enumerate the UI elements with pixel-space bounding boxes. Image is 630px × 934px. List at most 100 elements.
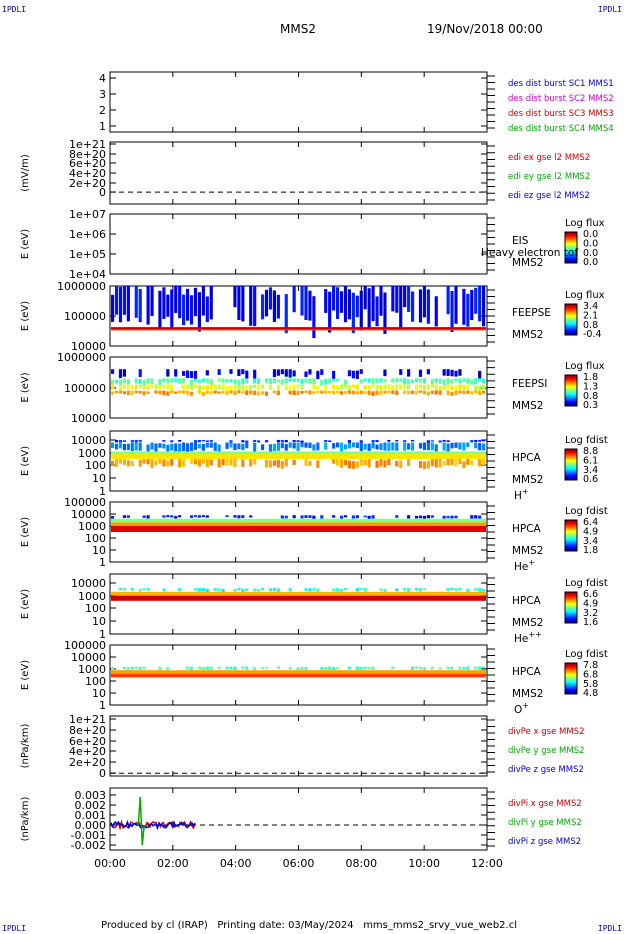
ytick-label: 2e+20 xyxy=(69,756,106,769)
panel-hpca_h xyxy=(109,430,578,492)
spectrogram-cell xyxy=(383,369,387,377)
spectrogram-cell xyxy=(233,515,237,518)
ytick-label: 1000 xyxy=(78,590,106,603)
spectrogram-cell xyxy=(454,459,458,467)
spectrogram-cell xyxy=(355,588,359,592)
spectrogram-cell xyxy=(426,369,430,375)
ytick-label: 10000 xyxy=(71,340,106,353)
spectrogram-cell xyxy=(268,384,273,390)
instrument-label: FEEPSE xyxy=(512,307,551,319)
spectrogram-cell xyxy=(201,515,205,518)
spectrogram-cell xyxy=(446,440,450,442)
spectrogram-cell xyxy=(130,666,134,670)
spectrogram-cell xyxy=(339,459,344,468)
ylabel-divpi: (nPa/km) xyxy=(20,797,31,842)
spectrogram-cell xyxy=(229,440,233,443)
spectrogram-cell xyxy=(462,288,466,325)
spectrogram-cell xyxy=(118,439,123,443)
xtick-label: 08:00 xyxy=(345,857,377,870)
spectrogram-cell xyxy=(138,459,142,467)
spectrogram-cell xyxy=(237,588,241,591)
colorbar-tick-label: 3.4 xyxy=(583,536,598,547)
spectrogram-cell xyxy=(422,442,426,451)
species-charge: + xyxy=(522,487,529,496)
spectrogram-cell xyxy=(118,286,123,323)
spectrogram-cell xyxy=(434,390,438,395)
spectrogram-cell xyxy=(189,442,194,452)
spectrogram-cell xyxy=(407,286,411,312)
spectrogram-cell xyxy=(482,286,486,327)
spectrogram-cell xyxy=(458,369,462,376)
spectrogram-cell xyxy=(407,379,411,385)
spectrogram-cell xyxy=(245,666,249,670)
spectrogram-cell xyxy=(170,390,174,394)
spectrogram-cell xyxy=(328,440,332,442)
spectrogram-band xyxy=(111,451,486,454)
spectrogram-cell xyxy=(442,442,446,451)
spectrogram-cell xyxy=(383,378,387,383)
spectrogram-cell xyxy=(272,390,276,394)
instrument-label: FEEPSI xyxy=(512,378,547,390)
spectrogram-cell xyxy=(296,378,300,383)
spectrogram-cell xyxy=(332,286,336,311)
colorbar-tick-label: 2.1 xyxy=(583,310,598,321)
species-label: He++ xyxy=(514,630,542,645)
ytick-label: 10000 xyxy=(71,412,106,425)
spectrogram-cell xyxy=(411,666,415,671)
spectrogram-cell xyxy=(296,440,300,443)
spectrogram-cell xyxy=(166,667,170,670)
spectrogram-cell xyxy=(304,459,308,466)
spectrogram-cell xyxy=(336,588,340,592)
spectrogram-cell xyxy=(430,390,434,395)
spectrogram-cell xyxy=(422,515,426,519)
spectrogram-cell xyxy=(379,385,383,390)
spectrogram-cell xyxy=(162,440,166,442)
spectrogram-cell xyxy=(411,379,415,383)
spectrogram-cell xyxy=(316,370,320,380)
ytick-label: 2e+20 xyxy=(69,177,106,190)
spectrogram-cell xyxy=(114,379,119,384)
ytick-label: 0.001 xyxy=(75,809,107,822)
spectrogram-cell xyxy=(233,459,237,467)
spectrogram-cell xyxy=(134,390,138,394)
spectrogram-cell xyxy=(478,443,482,451)
spectrogram-cell xyxy=(205,515,209,518)
spectrogram-cell xyxy=(186,288,190,321)
spectrogram-cell xyxy=(347,666,351,670)
spectrogram-cell xyxy=(166,294,170,317)
spectrogram-cell xyxy=(450,515,454,519)
spectrogram-cell xyxy=(320,369,324,375)
spectrogram-cell xyxy=(249,515,253,518)
spectrogram-cell xyxy=(418,442,423,449)
spectrogram-cell xyxy=(217,666,221,669)
spectrogram-cell xyxy=(126,460,130,467)
spectrogram-cell xyxy=(170,459,174,466)
ytick-label: 4 xyxy=(99,72,106,85)
spectrogram-cell xyxy=(174,443,178,452)
ytick-label: 1e+06 xyxy=(69,228,106,241)
spectrogram-cell xyxy=(189,515,194,519)
spectrogram-cell xyxy=(193,287,198,317)
panel-frame-hpca_he2 xyxy=(109,573,488,635)
spectrogram-cell xyxy=(422,588,426,591)
spectrogram-cell xyxy=(130,390,134,396)
spectrogram-cell xyxy=(304,588,308,591)
spectrogram-cell xyxy=(418,369,423,377)
spectrogram-cell xyxy=(422,667,426,671)
spectrogram-cell xyxy=(414,515,419,519)
spectrogram-cell xyxy=(414,384,419,390)
spectrogram-cell xyxy=(308,515,312,518)
ytick-label: 1e+21 xyxy=(69,138,106,151)
colorbar-tick-label: 4.8 xyxy=(583,688,598,699)
spectrogram-cell xyxy=(332,515,336,518)
spectrogram-cell xyxy=(158,390,162,395)
ytick-label: 0.002 xyxy=(75,799,107,812)
spectrogram-cell xyxy=(351,461,355,469)
spectrogram-cell xyxy=(332,666,336,671)
spectrogram-cell xyxy=(296,384,300,388)
spectrogram-cell xyxy=(276,379,280,383)
spectrogram-cell xyxy=(343,459,348,466)
spectrogram-cell xyxy=(304,378,308,383)
ytick-label: 1000 xyxy=(78,447,106,460)
spectrogram-cell xyxy=(170,515,174,518)
